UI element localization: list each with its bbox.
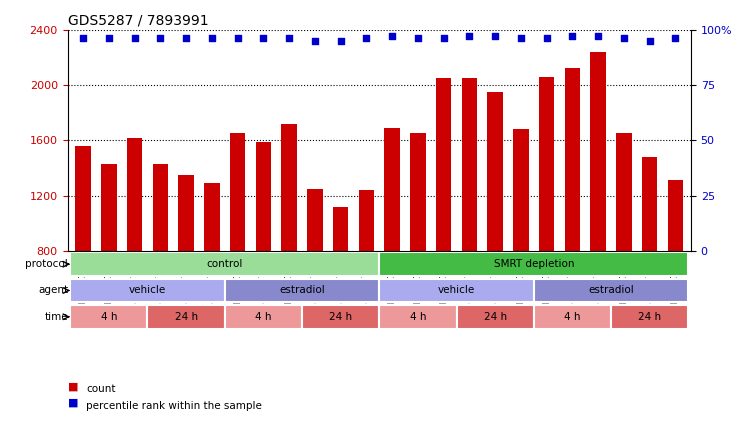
- Point: [206, 35, 218, 42]
- Text: control: control: [207, 259, 243, 269]
- Text: estradiol: estradiol: [279, 286, 325, 296]
- Text: 24 h: 24 h: [638, 312, 662, 322]
- FancyBboxPatch shape: [379, 253, 689, 276]
- Bar: [127, 137, 142, 251]
- Bar: [255, 142, 271, 251]
- Text: ■: ■: [68, 398, 78, 408]
- Text: vehicle: vehicle: [129, 286, 166, 296]
- Bar: [230, 133, 246, 251]
- Text: estradiol: estradiol: [588, 286, 634, 296]
- Point: [231, 35, 243, 42]
- Point: [669, 35, 681, 42]
- Point: [438, 35, 450, 42]
- Point: [77, 35, 89, 42]
- FancyBboxPatch shape: [70, 253, 379, 276]
- Bar: [462, 78, 477, 251]
- Text: 24 h: 24 h: [329, 312, 352, 322]
- FancyBboxPatch shape: [379, 279, 534, 302]
- Bar: [307, 190, 323, 251]
- Bar: [333, 207, 348, 251]
- Text: time: time: [44, 312, 68, 322]
- Point: [180, 35, 192, 42]
- Text: SMRT depletion: SMRT depletion: [493, 259, 574, 269]
- Text: agent: agent: [38, 286, 68, 296]
- FancyBboxPatch shape: [302, 305, 379, 329]
- Bar: [642, 157, 657, 251]
- Point: [283, 35, 295, 42]
- Text: 4 h: 4 h: [255, 312, 272, 322]
- Text: 4 h: 4 h: [564, 312, 581, 322]
- Bar: [539, 77, 554, 251]
- Point: [386, 33, 398, 40]
- FancyBboxPatch shape: [225, 305, 302, 329]
- Bar: [436, 78, 451, 251]
- Bar: [385, 128, 400, 251]
- FancyBboxPatch shape: [70, 305, 147, 329]
- Point: [154, 35, 166, 42]
- FancyBboxPatch shape: [534, 279, 689, 302]
- FancyBboxPatch shape: [457, 305, 534, 329]
- Text: 24 h: 24 h: [174, 312, 198, 322]
- Text: GDS5287 / 7893991: GDS5287 / 7893991: [68, 13, 208, 27]
- Point: [566, 33, 578, 40]
- Bar: [565, 69, 581, 251]
- Point: [412, 35, 424, 42]
- Point: [103, 35, 115, 42]
- Point: [128, 35, 140, 42]
- Bar: [487, 92, 503, 251]
- Bar: [101, 164, 116, 251]
- FancyBboxPatch shape: [611, 305, 689, 329]
- FancyBboxPatch shape: [379, 305, 457, 329]
- Text: ■: ■: [68, 381, 78, 391]
- Point: [515, 35, 527, 42]
- Point: [309, 37, 321, 44]
- Text: vehicle: vehicle: [438, 286, 475, 296]
- Point: [644, 37, 656, 44]
- Point: [335, 37, 347, 44]
- Bar: [152, 164, 168, 251]
- Bar: [590, 52, 606, 251]
- FancyBboxPatch shape: [70, 279, 225, 302]
- FancyBboxPatch shape: [147, 305, 225, 329]
- Bar: [513, 129, 529, 251]
- Point: [618, 35, 630, 42]
- Text: 4 h: 4 h: [101, 312, 117, 322]
- Point: [463, 33, 475, 40]
- Point: [360, 35, 372, 42]
- Bar: [178, 175, 194, 251]
- Text: percentile rank within the sample: percentile rank within the sample: [86, 401, 262, 411]
- FancyBboxPatch shape: [225, 279, 379, 302]
- Text: 4 h: 4 h: [409, 312, 426, 322]
- Point: [541, 35, 553, 42]
- Text: 24 h: 24 h: [484, 312, 507, 322]
- Bar: [617, 133, 632, 251]
- Point: [593, 33, 605, 40]
- FancyBboxPatch shape: [534, 305, 611, 329]
- Text: count: count: [86, 384, 116, 394]
- Bar: [282, 124, 297, 251]
- Point: [258, 35, 270, 42]
- Bar: [410, 133, 426, 251]
- Point: [489, 33, 501, 40]
- Bar: [75, 146, 91, 251]
- Bar: [204, 183, 219, 251]
- Bar: [359, 190, 374, 251]
- Bar: [668, 181, 683, 251]
- Text: protocol: protocol: [26, 259, 68, 269]
